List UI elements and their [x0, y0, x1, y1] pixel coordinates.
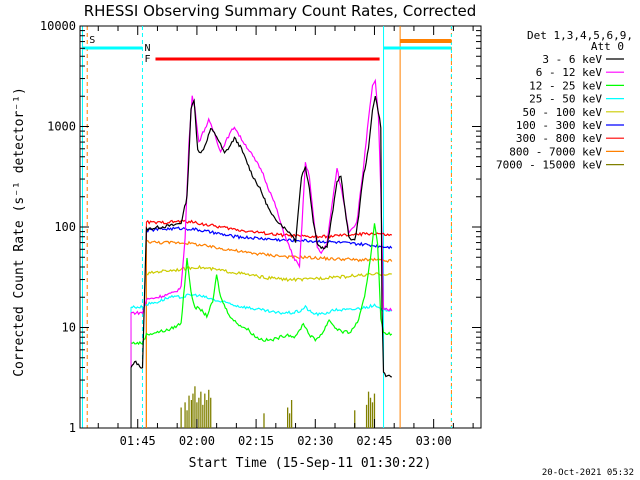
x-tick-label: 02:30: [297, 434, 333, 448]
series-line: [130, 95, 392, 378]
series-line: [130, 293, 392, 317]
x-tick-label: 02:45: [356, 434, 392, 448]
footer-date: 20-Oct-2021 05:32: [542, 468, 634, 478]
series-line: [145, 219, 393, 239]
x-tick-label: 02:15: [238, 434, 274, 448]
x-tick-label: 03:00: [416, 434, 452, 448]
x-axis-label: Start Time (15-Sep-11 01:30:22): [189, 456, 432, 471]
y-tick-label: 1: [69, 421, 76, 435]
y-tick-label: 100: [54, 220, 76, 234]
legend-entry-label: 3 - 6 keV: [542, 53, 602, 66]
saa-marker-label: S: [89, 35, 95, 46]
legend-entry-label: 12 - 25 keV: [529, 79, 602, 92]
x-tick-label: 02:00: [179, 434, 215, 448]
legend-entry-label: 50 - 100 keV: [523, 106, 603, 119]
series-line: [146, 226, 393, 250]
legend-attenuator: Att 0: [591, 40, 624, 53]
axes: 1 10 100 1000 10000 01:45 02:00 02:15 02:30 02:45…: [40, 19, 481, 448]
chart-title: RHESSI Observing Summary Count Rates, Co…: [84, 2, 477, 20]
y-tick-label: 10: [62, 321, 76, 335]
legend-entry-label: 300 - 800 keV: [516, 132, 602, 145]
series-line: [130, 78, 393, 316]
y-tick-label: 10000: [40, 19, 76, 33]
legend-header: Det 1,3,4,5,6,9,: [527, 29, 633, 42]
series-line: [146, 239, 393, 263]
series-lines: [130, 78, 393, 428]
legend-entry-label: 25 - 50 keV: [529, 93, 602, 106]
night-marker-label: N: [144, 43, 150, 54]
legend-entry-label: 6 - 12 keV: [536, 66, 603, 79]
series-line: [130, 223, 393, 346]
x-tick-label: 01:45: [120, 434, 156, 448]
legend-entry-label: 100 - 300 keV: [516, 119, 602, 132]
legend-entry-label: 800 - 7000 keV: [509, 145, 602, 158]
observing-intervals: S NF: [81, 26, 452, 428]
flare-marker-label: F: [144, 54, 150, 65]
y-axis-label: Corrected Count Rate (s⁻¹ detector⁻¹): [12, 87, 27, 377]
legend-entry-label: 7000 - 15000 keV: [496, 159, 602, 172]
y-tick-label: 1000: [47, 120, 76, 134]
